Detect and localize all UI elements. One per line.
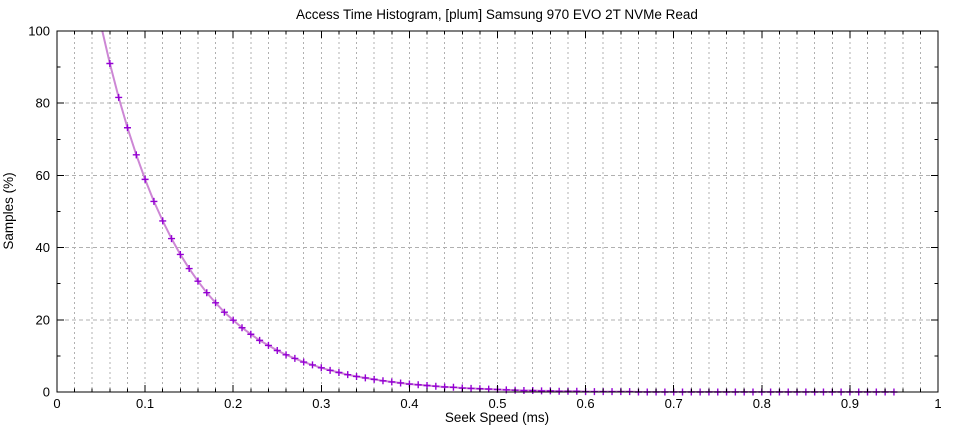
y-tick-label: 60	[36, 168, 50, 183]
grid-lines	[58, 32, 937, 391]
x-tick-label: 0.8	[753, 396, 771, 411]
x-tick-label: 0.6	[577, 396, 595, 411]
y-tick-labels: 0 20 40 60 80 100	[28, 24, 50, 400]
series-markers	[106, 59, 898, 396]
series-plus-markers	[106, 59, 898, 396]
x-tick-label: 0	[53, 396, 60, 411]
y-tick-label: 40	[36, 240, 50, 255]
y-tick-label: 0	[43, 385, 50, 400]
x-axis-label: Seek Speed (ms)	[445, 410, 549, 425]
x-tick-label: 1	[934, 396, 941, 411]
y-tick-label: 100	[28, 24, 50, 39]
plot-border	[56, 30, 939, 393]
y-tick-label: 20	[36, 312, 50, 327]
x-tick-label: 0.4	[400, 396, 418, 411]
x-tick-label: 0.5	[488, 396, 506, 411]
x-tick-labels: 0 0.1 0.2 0.3 0.4 0.5 0.6 0.7 0.8 0.9 1	[53, 396, 941, 411]
x-tick-label: 0.1	[136, 396, 154, 411]
x-tick-label: 0.7	[665, 396, 683, 411]
x-tick-label: 0.2	[224, 396, 242, 411]
y-axis-label: Samples (%)	[1, 172, 16, 249]
chart-title: Access Time Histogram, [plum] Samsung 97…	[296, 7, 698, 22]
y-tick-label: 80	[36, 96, 50, 111]
x-tick-label: 0.9	[841, 396, 859, 411]
x-tick-label: 0.3	[312, 396, 330, 411]
